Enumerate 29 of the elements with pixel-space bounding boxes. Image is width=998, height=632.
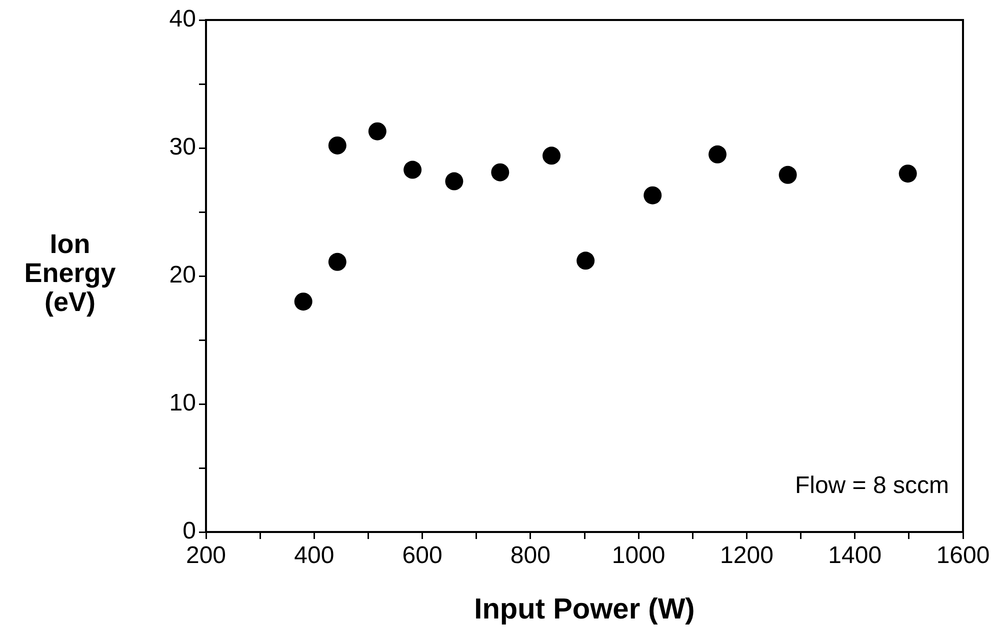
y-tick-label: 0 [182,518,196,545]
y-tick-label: 10 [169,390,196,417]
point [445,172,464,190]
point [778,166,797,184]
point [644,186,662,204]
x-tick-label: 200 [186,542,226,570]
point [328,136,346,154]
point [294,292,312,311]
point [542,146,561,165]
annotation: Flow = 8 sccm [794,472,949,500]
y-tick-label: 20 [169,262,196,289]
point [708,145,727,164]
x-tick-label: 1000 [612,542,666,570]
y-axis-title: Ion Energy (eV) [23,229,117,317]
point [404,160,422,179]
x-tick-label: 1400 [828,542,882,570]
x-axis-title: Input Power (W) [474,594,695,626]
point [328,252,346,271]
point [898,164,917,183]
x-tick-label: 800 [510,542,550,570]
y-tick-label: 30 [169,134,196,161]
x-tick-label: 1600 [936,542,990,570]
x-tick-label: 600 [402,542,442,570]
y-tick-label: 40 [169,6,196,33]
point [368,122,386,140]
x-tick-label: 1200 [720,542,774,570]
x-tick-label: 400 [294,542,334,570]
point [576,252,595,270]
point [491,163,510,182]
